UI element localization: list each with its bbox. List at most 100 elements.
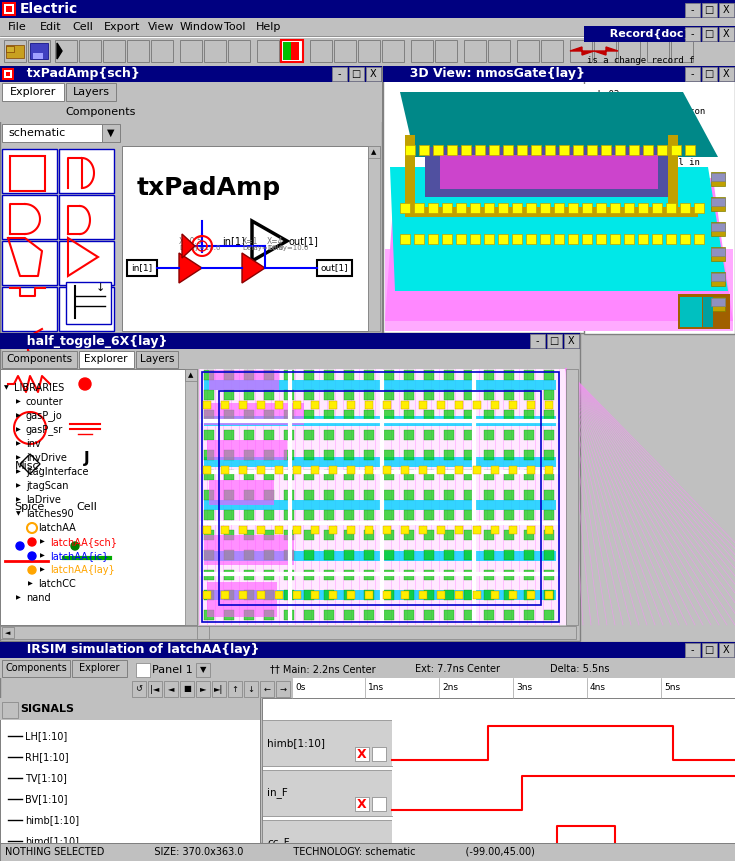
- Text: nand: nand: [26, 593, 51, 603]
- Bar: [66, 282, 111, 324]
- Bar: [324, 470, 334, 480]
- Bar: [0, 333, 580, 349]
- Text: ←: ←: [264, 684, 270, 693]
- Bar: [364, 570, 374, 580]
- Bar: [685, 27, 700, 41]
- Bar: [368, 146, 380, 331]
- Bar: [685, 3, 700, 17]
- Bar: [0, 626, 576, 639]
- Text: ▶: ▶: [40, 567, 45, 573]
- Bar: [59, 434, 114, 481]
- Text: ▶: ▶: [16, 413, 21, 418]
- Bar: [2, 702, 18, 718]
- Bar: [204, 535, 294, 565]
- Bar: [444, 390, 454, 400]
- Text: out[1]: out[1]: [289, 236, 319, 246]
- Bar: [711, 248, 725, 256]
- Bar: [202, 372, 559, 622]
- Text: ▶: ▶: [16, 469, 21, 474]
- Bar: [544, 610, 554, 620]
- Bar: [304, 490, 314, 500]
- Text: -: -: [690, 69, 694, 79]
- Text: 1ns: 1ns: [368, 684, 384, 692]
- Bar: [304, 470, 314, 480]
- Text: Ext: 7.7ns Center: Ext: 7.7ns Center: [415, 664, 500, 674]
- Bar: [711, 297, 725, 311]
- Text: -: -: [690, 5, 694, 15]
- Bar: [293, 401, 301, 409]
- Bar: [711, 247, 725, 261]
- Bar: [419, 526, 427, 534]
- Bar: [473, 401, 481, 409]
- Bar: [504, 470, 514, 480]
- Bar: [484, 203, 494, 213]
- Bar: [702, 67, 717, 81]
- Bar: [364, 370, 374, 380]
- Bar: [401, 466, 409, 474]
- Text: ↓: ↓: [96, 283, 104, 293]
- Bar: [264, 430, 274, 440]
- Bar: [488, 40, 510, 62]
- Text: Help: Help: [256, 22, 282, 32]
- Bar: [524, 490, 534, 500]
- Bar: [384, 430, 394, 440]
- Bar: [344, 550, 354, 560]
- Bar: [404, 590, 414, 600]
- Bar: [180, 40, 202, 62]
- Bar: [527, 526, 535, 534]
- Bar: [444, 510, 454, 520]
- Bar: [596, 203, 606, 213]
- Bar: [344, 430, 354, 440]
- Text: schematic: schematic: [8, 128, 65, 138]
- Bar: [257, 466, 265, 474]
- Bar: [0, 698, 260, 720]
- Bar: [244, 450, 254, 460]
- Bar: [424, 370, 434, 380]
- Bar: [136, 663, 150, 677]
- Bar: [130, 678, 735, 698]
- Bar: [668, 135, 678, 217]
- Bar: [484, 610, 494, 620]
- Bar: [334, 40, 356, 62]
- Text: txPadAmp: txPadAmp: [137, 176, 281, 200]
- Bar: [28, 40, 50, 62]
- Bar: [384, 450, 394, 460]
- Text: Components: Components: [5, 663, 67, 673]
- Bar: [484, 370, 494, 380]
- Bar: [365, 526, 373, 534]
- Bar: [344, 410, 354, 420]
- Bar: [404, 430, 414, 440]
- Text: latchAA{ic}: latchAA{ic}: [50, 551, 108, 561]
- Text: 0s: 0s: [295, 684, 305, 692]
- Bar: [344, 470, 354, 480]
- Bar: [527, 401, 535, 409]
- Bar: [6, 72, 10, 76]
- Bar: [484, 550, 494, 560]
- Text: X: X: [723, 69, 729, 79]
- Bar: [400, 203, 410, 213]
- Bar: [284, 410, 294, 420]
- Polygon shape: [385, 178, 733, 321]
- Bar: [207, 582, 277, 617]
- Bar: [224, 370, 234, 380]
- Bar: [484, 570, 494, 580]
- Circle shape: [16, 542, 24, 550]
- Bar: [284, 570, 294, 580]
- Bar: [257, 526, 265, 534]
- Bar: [0, 102, 382, 122]
- Bar: [281, 40, 303, 62]
- Bar: [433, 145, 443, 155]
- Bar: [224, 610, 234, 620]
- Bar: [0, 66, 382, 333]
- Bar: [702, 643, 717, 657]
- Bar: [59, 241, 114, 285]
- Bar: [504, 430, 514, 440]
- Bar: [428, 234, 438, 244]
- Text: ◄: ◄: [168, 684, 174, 693]
- Bar: [544, 570, 554, 580]
- Bar: [304, 610, 314, 620]
- Text: ▶: ▶: [16, 400, 21, 405]
- Bar: [372, 747, 386, 761]
- Bar: [545, 466, 553, 474]
- Text: -: -: [690, 29, 694, 39]
